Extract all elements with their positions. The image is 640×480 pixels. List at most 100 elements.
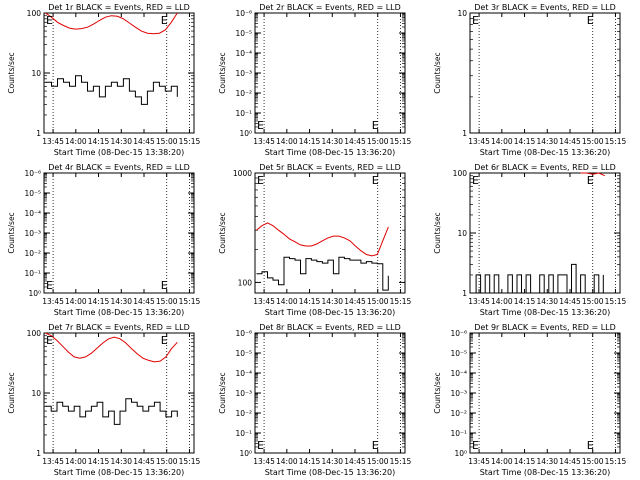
x-tick-label: 14:00 xyxy=(65,297,87,306)
x-tick-label: 14:00 xyxy=(491,457,513,466)
e-marker: E xyxy=(587,14,594,27)
x-tick-label: 14:00 xyxy=(491,297,513,306)
series-events-line xyxy=(45,75,178,105)
y-axis-label: Counts/sec xyxy=(7,52,16,93)
x-tick-label: 14:30 xyxy=(321,137,343,146)
x-tick-label: 13:45 xyxy=(253,297,275,306)
x-axis-label: Start Time (08-Dec-15 13:36:20) xyxy=(265,148,396,157)
x-tick-label: 14:15 xyxy=(299,457,321,466)
e-marker: E xyxy=(587,174,594,187)
y-tick-label: 10⁻¹ xyxy=(450,429,467,438)
y-tick-label: 10⁻³ xyxy=(450,389,467,398)
e-marker: E xyxy=(46,279,53,292)
x-tick-label: 15:15 xyxy=(605,457,627,466)
x-tick-label: 14:15 xyxy=(514,297,536,306)
y-tick-label: 10⁻³ xyxy=(24,229,41,238)
y-axis-label: Counts/sec xyxy=(7,372,16,413)
y-tick-label: 10⁻⁵ xyxy=(450,349,467,358)
x-tick-label: 13:45 xyxy=(253,457,275,466)
y-tick-label: 1 xyxy=(36,129,41,138)
x-tick-label: 15:15 xyxy=(179,297,201,306)
x-tick-label: 14:15 xyxy=(88,297,110,306)
x-tick-label: 14:30 xyxy=(321,457,343,466)
x-tick-label: 14:45 xyxy=(559,457,581,466)
x-tick-label: 13:45 xyxy=(42,457,64,466)
plot-frame xyxy=(254,332,406,454)
y-tick-label: 10⁻² xyxy=(235,89,252,98)
chart-title: Det 9r BLACK = Events, RED = LLD xyxy=(474,323,616,332)
y-tick-label: 10⁰ xyxy=(28,289,41,298)
chart-title: Det 4r BLACK = Events, RED = LLD xyxy=(48,163,190,172)
x-tick-label: 14:00 xyxy=(65,457,87,466)
x-tick-label: 14:15 xyxy=(514,137,536,146)
y-tick-label: 10⁻³ xyxy=(235,69,252,78)
x-tick-label: 15:15 xyxy=(390,137,412,146)
y-tick-label: 10 xyxy=(31,69,41,78)
x-tick-label: 15:15 xyxy=(605,137,627,146)
x-tick-label: 15:00 xyxy=(156,137,178,146)
x-tick-label: 14:45 xyxy=(133,297,155,306)
y-tick-label: 10⁻⁶ xyxy=(235,329,252,338)
x-tick-label: 15:00 xyxy=(367,297,389,306)
y-axis-label: Counts/sec xyxy=(218,212,227,253)
y-tick-label: 10⁻¹ xyxy=(235,109,252,118)
y-tick-label: 10⁻⁵ xyxy=(235,349,252,358)
x-tick-label: 13:45 xyxy=(42,297,64,306)
series-events-line xyxy=(45,398,178,425)
x-tick-label: 14:15 xyxy=(514,457,536,466)
x-axis-label: Start Time (08-Dec-15 13:36:20) xyxy=(480,308,611,317)
series-events-line xyxy=(471,263,604,294)
e-marker: E xyxy=(46,334,53,347)
x-tick-label: 15:15 xyxy=(390,457,412,466)
x-tick-label: 13:45 xyxy=(468,137,490,146)
e-marker: E xyxy=(372,439,379,452)
chart-title: Det 6r BLACK = Events, RED = LLD xyxy=(474,163,616,172)
e-marker: E xyxy=(472,174,479,187)
x-tick-label: 15:00 xyxy=(582,297,604,306)
plot-frame xyxy=(254,12,406,134)
x-axis-label: Start Time (08-Dec-15 13:36:20) xyxy=(480,148,611,157)
y-tick-label: 10⁻¹ xyxy=(24,269,41,278)
x-tick-label: 14:30 xyxy=(110,137,132,146)
y-tick-label: 100 xyxy=(238,278,253,287)
y-tick-label: 100 xyxy=(27,9,42,18)
series-lld-line xyxy=(45,332,178,363)
x-tick-label: 14:45 xyxy=(133,137,155,146)
y-axis-label: Counts/sec xyxy=(433,52,442,93)
e-marker: E xyxy=(372,119,379,132)
y-tick-label: 10⁻⁴ xyxy=(24,209,41,218)
y-tick-label: 10⁻⁵ xyxy=(24,189,41,198)
plot-frame xyxy=(254,172,406,294)
e-marker: E xyxy=(46,14,53,27)
x-tick-label: 14:15 xyxy=(299,297,321,306)
x-tick-label: 14:00 xyxy=(276,137,298,146)
x-tick-label: 14:15 xyxy=(299,137,321,146)
y-tick-label: 10⁻² xyxy=(24,249,41,258)
e-marker: E xyxy=(257,119,264,132)
x-tick-label: 14:30 xyxy=(110,297,132,306)
x-tick-label: 15:00 xyxy=(367,457,389,466)
x-tick-label: 14:45 xyxy=(344,457,366,466)
x-tick-label: 15:15 xyxy=(390,297,412,306)
y-tick-label: 1 xyxy=(36,449,41,458)
y-tick-label: 10⁻³ xyxy=(235,389,252,398)
x-tick-label: 13:45 xyxy=(42,137,64,146)
y-tick-label: 1000 xyxy=(233,169,252,178)
e-marker: E xyxy=(587,439,594,452)
y-tick-label: 10⁰ xyxy=(239,449,252,458)
y-tick-label: 10⁻¹ xyxy=(235,429,252,438)
y-tick-label: 10⁰ xyxy=(239,129,252,138)
x-axis-label: Start Time (08-Dec-15 13:36:20) xyxy=(480,468,611,477)
y-tick-label: 10⁻⁴ xyxy=(235,49,252,58)
x-tick-label: 14:30 xyxy=(110,457,132,466)
x-tick-label: 14:00 xyxy=(65,137,87,146)
x-axis-label: Start Time (08-Dec-15 13:38:20) xyxy=(54,148,185,157)
y-tick-label: 10⁻⁴ xyxy=(235,369,252,378)
y-axis-label: Counts/sec xyxy=(433,212,442,253)
